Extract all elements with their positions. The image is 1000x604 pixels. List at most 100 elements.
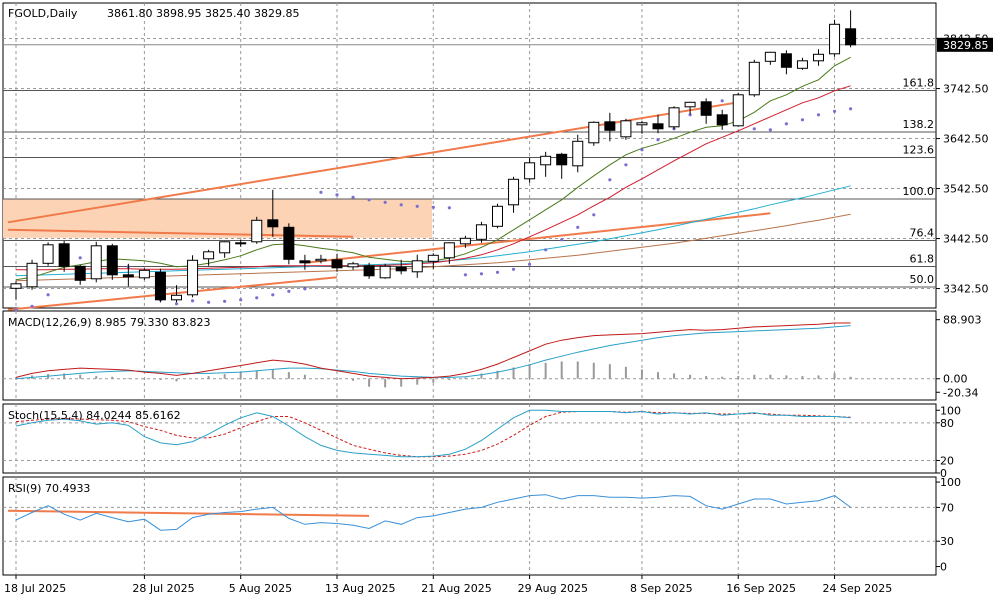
candle-down [58, 243, 70, 267]
candle-up [829, 23, 841, 55]
psar-dot [174, 302, 179, 306]
psar-dot [640, 148, 644, 152]
fib-level-label: 161.8 [903, 77, 935, 90]
stoch-axis-label: 20 [940, 454, 954, 467]
psar-dot [463, 273, 467, 277]
psar-dot [576, 225, 580, 229]
candle-up [347, 263, 359, 268]
psar-dot [608, 178, 612, 182]
fib-level-label: 76.4 [910, 227, 935, 240]
last-price-tag [937, 37, 993, 52]
candle-down [283, 226, 295, 260]
candle-up [813, 53, 824, 62]
psar-dot [544, 248, 548, 252]
candle-up [540, 155, 552, 166]
candle-down [267, 219, 279, 228]
psar-dot [479, 272, 484, 276]
candle-down [845, 28, 857, 46]
candle-up [203, 251, 215, 260]
price-tick-label: 3342.50 [943, 283, 989, 296]
fib-level-label: 123.6 [903, 144, 935, 157]
last-price-value: 3829.85 [943, 39, 989, 52]
fib-level-label: 100.0 [903, 185, 935, 198]
macd-axis-label: -20.34 [943, 386, 978, 399]
psar-dot [351, 195, 355, 199]
psar-dot [849, 107, 853, 111]
candle-up [636, 122, 648, 126]
candle-up [42, 244, 54, 264]
psar-dot [768, 128, 772, 132]
psar-dot [303, 287, 307, 291]
candle-down [122, 274, 134, 278]
psar-dot [431, 205, 435, 209]
psar-dot [592, 213, 596, 217]
candle-up [475, 224, 487, 240]
date-axis-label: 8 Sep 2025 [630, 582, 693, 595]
psar-dot [30, 304, 34, 308]
candle-up [379, 265, 391, 279]
candle-down [604, 121, 616, 131]
rsi-trendline [7, 509, 370, 517]
fib-level-label: 61.8 [910, 253, 935, 266]
psar-dot [784, 122, 789, 126]
psar-dot [511, 267, 516, 271]
psar-dot [447, 206, 451, 210]
psar-dot [816, 113, 821, 117]
psar-dot [399, 203, 403, 207]
candle-down [106, 245, 118, 276]
psar-dot [255, 296, 259, 300]
candle-up [235, 242, 247, 245]
date-axis-label: 13 Aug 2025 [325, 582, 395, 595]
symbol-header: FGOLD,Daily [8, 7, 78, 20]
psar-dot [720, 99, 724, 103]
candle-up [171, 294, 182, 301]
price-tick-label: 3642.50 [943, 133, 989, 146]
psar-dot [415, 204, 419, 208]
candle-down [700, 101, 712, 116]
stoch-axis-label: 0 [940, 467, 947, 480]
psar-dot [271, 293, 275, 297]
stoch-d-line [15, 410, 851, 458]
candle-up [796, 60, 808, 69]
psar-dot [319, 190, 323, 194]
psar-dot [78, 256, 82, 260]
ohlc-header: 3861.80 3898.95 3825.40 3829.85 [107, 7, 299, 20]
psar-dot [528, 262, 532, 266]
date-axis-label: 18 Jul 2025 [4, 582, 66, 595]
psar-dot [14, 308, 18, 312]
date-axis-label: 16 Sep 2025 [726, 582, 796, 595]
candle-up [668, 107, 680, 128]
fib-level-label: 138.2 [903, 118, 935, 131]
psar-dot [688, 113, 692, 117]
date-axis-label: 24 Sep 2025 [823, 582, 893, 595]
candle-down [154, 271, 166, 301]
candle-up [187, 259, 199, 296]
rsi-axis-label: 70 [940, 501, 954, 514]
candle-up [588, 121, 600, 144]
psar-dot [207, 300, 211, 304]
trendline [304, 212, 771, 264]
candle-up [748, 61, 760, 96]
psar-dot [46, 293, 50, 297]
candle-down [74, 265, 86, 281]
macd-line [15, 322, 851, 380]
candle-up [251, 219, 263, 243]
candle-up [443, 242, 455, 259]
psar-dot [624, 163, 628, 167]
candle-up [315, 258, 327, 262]
candle-down [395, 266, 407, 272]
candle-up [459, 237, 471, 245]
price-pane-frame [2, 2, 937, 309]
rsi-axis-label: 0 [940, 561, 947, 574]
candle-up [492, 205, 503, 227]
candle-up [524, 162, 536, 180]
candle-up [764, 51, 776, 62]
psar-dot [223, 299, 227, 303]
candle-up [26, 262, 38, 288]
candle-down [556, 153, 568, 166]
stoch-axis-label: 80 [940, 417, 954, 430]
psar-dot [335, 193, 339, 197]
psar-dot [560, 238, 564, 242]
